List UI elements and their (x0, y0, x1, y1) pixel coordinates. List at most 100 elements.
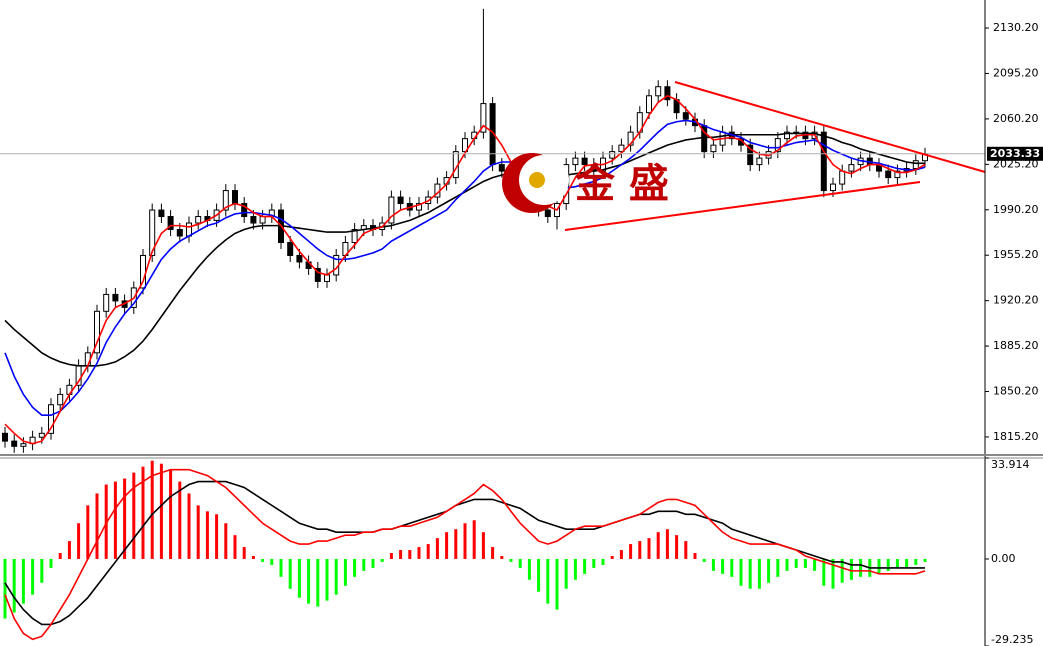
indicator-line (4, 480, 925, 626)
macd-bar (270, 558, 274, 565)
candle-body (627, 131, 634, 146)
macd-bar (592, 558, 596, 568)
y-tick-label: 0.00 (991, 552, 1016, 565)
candle-body (149, 209, 156, 256)
candle-body (581, 157, 588, 166)
macd-bar (86, 505, 90, 559)
macd-bar (141, 466, 145, 559)
macd-bar (49, 558, 53, 568)
candle-body (416, 203, 422, 211)
macd-bar (353, 558, 357, 577)
candle-body (820, 131, 827, 192)
indicator-line (4, 132, 925, 367)
macd-bar (123, 478, 127, 559)
logo: 金 盛 (502, 153, 669, 213)
macd-bar (629, 544, 633, 559)
candle-body (912, 160, 919, 169)
macd-bar (647, 538, 651, 559)
macd-bar (638, 541, 642, 559)
y-tick-label: 2095.20 (993, 66, 1039, 79)
y-tick-label: -29.235 (991, 633, 1033, 646)
candle-body (167, 216, 174, 231)
candle-body (112, 293, 119, 302)
macd-bar (491, 547, 495, 559)
macd-bar (895, 558, 899, 568)
macd-bar (408, 550, 412, 559)
macd-bar (454, 529, 458, 559)
macd-bar (509, 558, 513, 562)
candle-body (885, 170, 892, 179)
macd-bar (757, 558, 761, 589)
candle-body (186, 222, 192, 237)
candle-body (388, 196, 395, 224)
y-tick-label: 1885.20 (993, 339, 1039, 352)
y-tick-label: 1850.20 (993, 385, 1039, 398)
y-tick-label: 1955.20 (993, 248, 1039, 261)
candle-body (324, 274, 330, 282)
macd-bar (58, 553, 62, 559)
macd-bar (307, 558, 311, 604)
candle-body (664, 86, 671, 101)
candle-body (747, 144, 754, 166)
macd-bar (684, 541, 688, 559)
candle-body (20, 443, 27, 447)
candle-body (710, 144, 717, 153)
macd-bar (721, 558, 725, 574)
macd-bar (380, 558, 384, 562)
macd-bar (399, 550, 403, 559)
macd-bar (215, 514, 219, 559)
logo-dot (529, 172, 545, 188)
macd-bar (251, 555, 255, 559)
macd-bar (233, 535, 237, 559)
macd-bar (776, 558, 780, 577)
candle-body (241, 203, 248, 218)
macd-bar (886, 558, 890, 571)
macd-bar (113, 481, 117, 559)
macd-bar (711, 558, 715, 571)
candle-body (296, 254, 303, 263)
macd-bar (187, 493, 191, 559)
candle-body (158, 209, 165, 218)
candle-body (195, 216, 202, 224)
macd-bar (150, 460, 154, 559)
macd-bar (77, 523, 81, 559)
macd-bar (261, 558, 265, 562)
macd-bar (610, 555, 614, 559)
candle-body (314, 267, 321, 282)
macd-bar (334, 558, 338, 595)
macd-bar (67, 541, 71, 559)
macd-bar (813, 558, 817, 571)
macd-bar (914, 558, 918, 565)
candle-body (839, 170, 846, 185)
macd-bar (840, 558, 844, 583)
macd-bar (573, 558, 577, 580)
macd-bar (785, 558, 789, 571)
candle-body (848, 164, 855, 172)
last-price-label: 2033.33 (990, 147, 1040, 160)
macd-bar (822, 558, 826, 586)
plot-layer (0, 8, 985, 641)
y-tick-label: 33.914 (991, 458, 1030, 471)
macd-bar (325, 558, 329, 601)
macd-bar (435, 538, 439, 559)
macd-bar (583, 558, 587, 574)
candle-body (498, 164, 505, 172)
candle-body (11, 440, 18, 447)
candle-body (222, 190, 229, 211)
candle-body (784, 131, 790, 140)
candle-body (655, 86, 662, 97)
macd-bar (297, 558, 301, 598)
macd-bar (132, 472, 136, 559)
macd-bar (463, 523, 467, 559)
candle-body (480, 103, 487, 133)
macd-bar (748, 558, 752, 589)
macd-bar (794, 558, 798, 568)
candle-body (57, 393, 64, 406)
macd-bar (601, 558, 605, 565)
candle-body (232, 190, 238, 205)
candle-body (618, 144, 625, 153)
macd-bar (288, 558, 292, 589)
macd-bar (205, 511, 209, 559)
y-tick-label: 2130.20 (993, 21, 1039, 34)
